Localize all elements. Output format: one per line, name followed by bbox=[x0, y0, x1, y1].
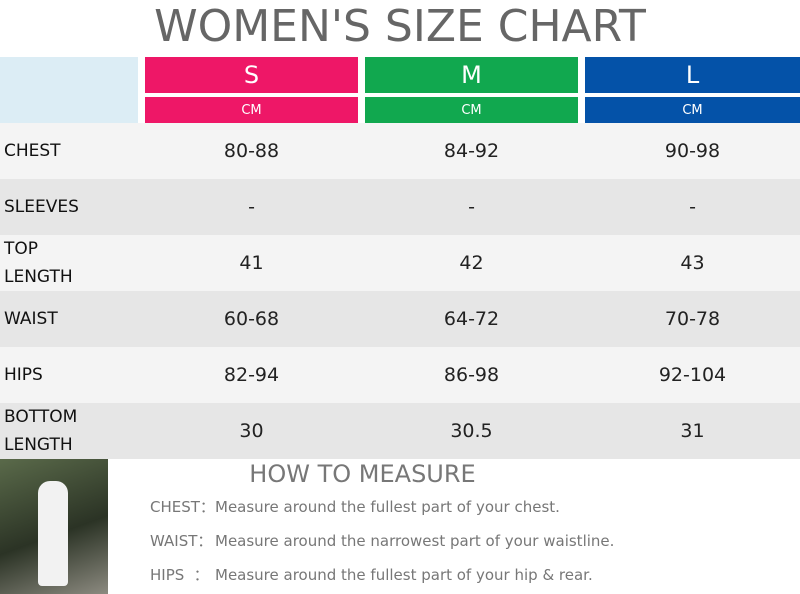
figure bbox=[38, 481, 68, 586]
row-bg bbox=[0, 235, 800, 291]
cell: 30.5 bbox=[450, 420, 493, 442]
row-label: CHEST bbox=[4, 141, 61, 161]
cell: 80-88 bbox=[223, 140, 280, 162]
model-photo bbox=[0, 459, 108, 594]
cell: 42 bbox=[459, 252, 484, 274]
unit-header: CM bbox=[585, 97, 800, 123]
unit-header: CM bbox=[365, 97, 578, 123]
size-header: M bbox=[365, 57, 578, 93]
measure-label: CHEST： bbox=[150, 498, 215, 516]
cell: 82-94 bbox=[223, 364, 280, 386]
row-label: BOTTOM LENGTH bbox=[4, 407, 78, 455]
measure-label: HIPS ： bbox=[150, 566, 209, 584]
measure-title: HOW TO MEASURE bbox=[249, 460, 476, 488]
cell: - bbox=[468, 196, 475, 218]
row-label: SLEEVES bbox=[4, 197, 79, 217]
cell: - bbox=[248, 196, 255, 218]
unit-header: CM bbox=[145, 97, 358, 123]
size-header: S bbox=[145, 57, 358, 93]
row-label: HIPS bbox=[4, 365, 43, 385]
cell: 60-68 bbox=[223, 308, 280, 330]
size-header: L bbox=[585, 57, 800, 93]
cell: - bbox=[689, 196, 696, 218]
row-bg bbox=[0, 403, 800, 459]
cell: 43 bbox=[680, 252, 705, 274]
title: WOMEN'S SIZE CHART bbox=[154, 0, 646, 52]
row-bg bbox=[0, 123, 800, 179]
row-label: WAIST bbox=[4, 309, 58, 329]
cell: 41 bbox=[239, 252, 264, 274]
cell: 84-92 bbox=[443, 140, 500, 162]
cell: 90-98 bbox=[664, 140, 721, 162]
corner-cell bbox=[0, 57, 138, 123]
cell: 64-72 bbox=[443, 308, 500, 330]
cell: 70-78 bbox=[664, 308, 721, 330]
cell: 92-104 bbox=[658, 364, 727, 386]
row-bg bbox=[0, 347, 800, 403]
row-bg bbox=[0, 179, 800, 235]
measure-text: Measure around the narrowest part of you… bbox=[215, 532, 615, 550]
cell: 30 bbox=[239, 420, 264, 442]
row-label: TOP LENGTH bbox=[4, 239, 73, 287]
measure-text: Measure around the fullest part of your … bbox=[215, 566, 593, 584]
cell: 31 bbox=[680, 420, 705, 442]
cell: 86-98 bbox=[443, 364, 500, 386]
measure-label: WAIST： bbox=[150, 532, 213, 550]
measure-text: Measure around the fullest part of your … bbox=[215, 498, 560, 516]
row-bg bbox=[0, 291, 800, 347]
